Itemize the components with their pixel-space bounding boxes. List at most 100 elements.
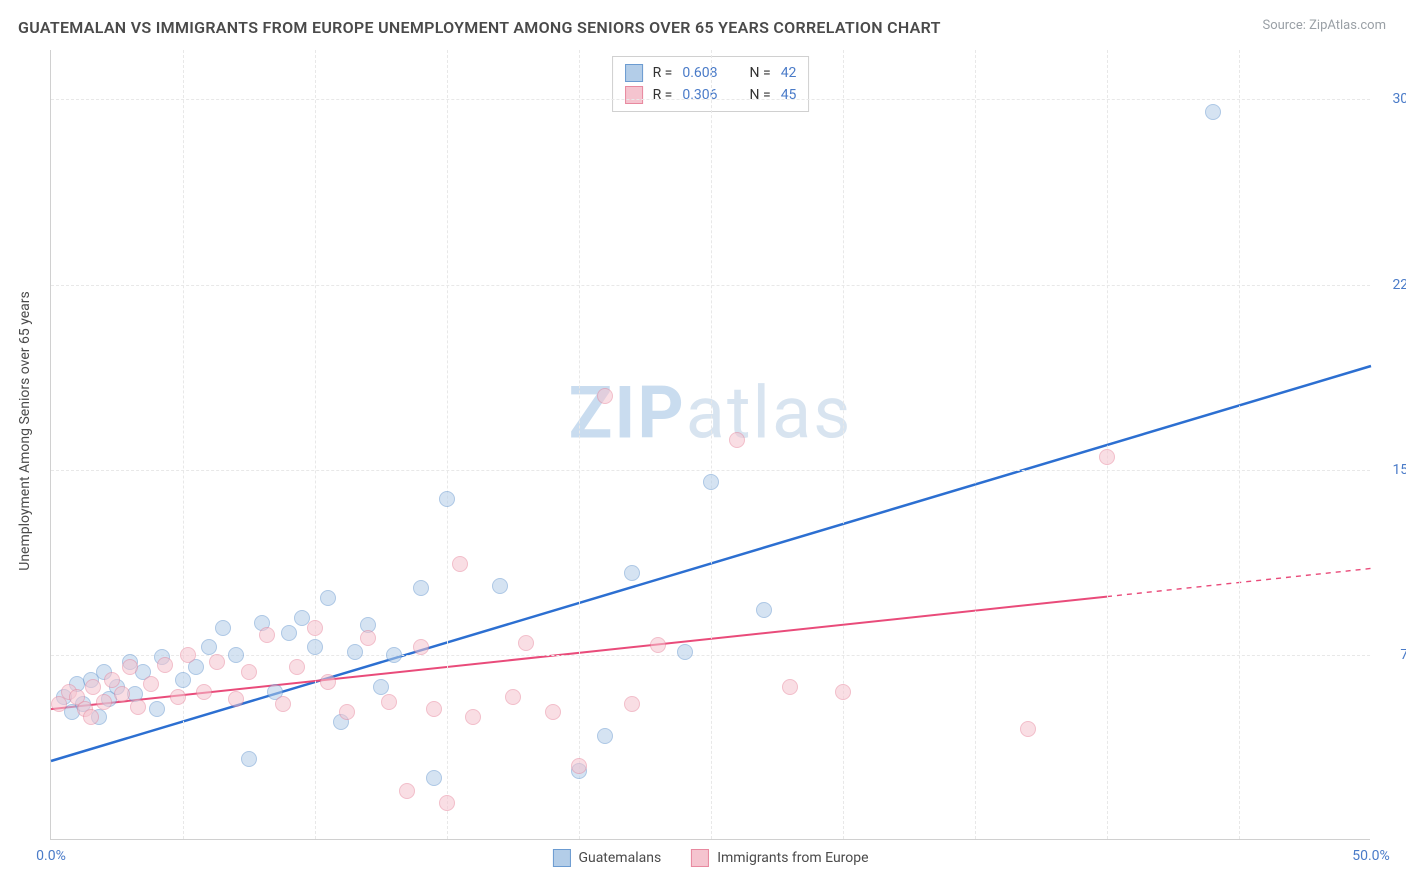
data-point <box>320 590 336 606</box>
data-point <box>259 627 275 643</box>
data-point <box>465 709 481 725</box>
data-point <box>650 637 666 653</box>
data-point <box>241 751 257 767</box>
legend-swatch <box>625 64 643 82</box>
x-tick-label: 50.0% <box>1352 848 1390 864</box>
data-point <box>289 659 305 675</box>
data-point <box>201 639 217 655</box>
data-point <box>215 620 231 636</box>
gridline-v <box>579 50 580 839</box>
gridline-v <box>975 50 976 839</box>
data-point <box>170 689 186 705</box>
data-point <box>597 388 613 404</box>
legend-r-value: 0.608 <box>682 65 717 81</box>
data-point <box>320 674 336 690</box>
legend-r-label: R = <box>653 65 673 81</box>
data-point <box>175 672 191 688</box>
data-point <box>703 474 719 490</box>
y-axis-label: Unemployment Among Seniors over 65 years <box>17 291 33 571</box>
legend-series-label: Guatemalans <box>578 850 661 866</box>
legend-r-label: R = <box>653 87 673 103</box>
data-point <box>373 679 389 695</box>
data-point <box>835 684 851 700</box>
data-point <box>228 647 244 663</box>
data-point <box>1205 104 1221 120</box>
data-point <box>677 644 693 660</box>
data-point <box>782 679 798 695</box>
data-point <box>149 701 165 717</box>
legend-n-value: 42 <box>781 65 797 81</box>
gridline-v <box>315 50 316 839</box>
y-tick-label: 22.5% <box>1392 277 1406 293</box>
data-point <box>413 639 429 655</box>
legend-series-item: Guatemalans <box>552 849 661 867</box>
data-point <box>307 620 323 636</box>
data-point <box>96 694 112 710</box>
data-point <box>241 664 257 680</box>
data-point <box>360 630 376 646</box>
y-tick-label: 15.0% <box>1392 462 1406 478</box>
data-point <box>209 654 225 670</box>
legend-series-label: Immigrants from Europe <box>717 850 868 866</box>
gridline-v <box>1107 50 1108 839</box>
gridline-v <box>183 50 184 839</box>
y-axis-label-container: Unemployment Among Seniors over 65 years <box>10 50 40 812</box>
data-point <box>492 578 508 594</box>
data-point <box>228 691 244 707</box>
data-point <box>180 647 196 663</box>
data-point <box>275 696 291 712</box>
data-point <box>624 696 640 712</box>
data-point <box>386 647 402 663</box>
data-point <box>399 783 415 799</box>
legend-swatch <box>625 86 643 104</box>
chart-title: GUATEMALAN VS IMMIGRANTS FROM EUROPE UNE… <box>18 18 941 37</box>
data-point <box>1099 449 1115 465</box>
data-point <box>130 699 146 715</box>
data-point <box>624 565 640 581</box>
data-point <box>439 491 455 507</box>
legend-n-label: N = <box>750 87 771 103</box>
data-point <box>571 758 587 774</box>
data-point <box>426 701 442 717</box>
data-point <box>143 676 159 692</box>
data-point <box>381 694 397 710</box>
plot-area: ZIPatlas R =0.608N =42R =0.306N =45 Guat… <box>50 50 1370 840</box>
gridline-v <box>447 50 448 839</box>
data-point <box>85 679 101 695</box>
data-point <box>413 580 429 596</box>
data-point <box>439 795 455 811</box>
y-tick-label: 7.5% <box>1400 647 1406 663</box>
legend-n-label: N = <box>750 65 771 81</box>
data-point <box>1020 721 1036 737</box>
legend-swatch <box>552 849 570 867</box>
y-tick-label: 30.0% <box>1392 91 1406 107</box>
data-point <box>83 709 99 725</box>
legend-swatch <box>691 849 709 867</box>
data-point <box>597 728 613 744</box>
data-point <box>545 704 561 720</box>
data-point <box>307 639 323 655</box>
data-point <box>114 686 130 702</box>
data-point <box>426 770 442 786</box>
data-point <box>157 657 173 673</box>
data-point <box>339 704 355 720</box>
data-point <box>104 672 120 688</box>
data-point <box>281 625 297 641</box>
x-tick-label: 0.0% <box>36 848 66 864</box>
legend-series-item: Immigrants from Europe <box>691 849 868 867</box>
data-point <box>729 432 745 448</box>
gridline-v <box>1239 50 1240 839</box>
data-point <box>505 689 521 705</box>
legend-n-value: 45 <box>781 87 797 103</box>
data-point <box>196 684 212 700</box>
legend-r-value: 0.306 <box>682 87 717 103</box>
legend-series: Guatemalans Immigrants from Europe <box>552 849 868 867</box>
data-point <box>518 635 534 651</box>
source-label: Source: ZipAtlas.com <box>1262 18 1386 33</box>
data-point <box>452 556 468 572</box>
chart-container: GUATEMALAN VS IMMIGRANTS FROM EUROPE UNE… <box>0 0 1406 892</box>
gridline-v <box>711 50 712 839</box>
data-point <box>756 602 772 618</box>
gridline-v <box>843 50 844 839</box>
data-point <box>122 659 138 675</box>
